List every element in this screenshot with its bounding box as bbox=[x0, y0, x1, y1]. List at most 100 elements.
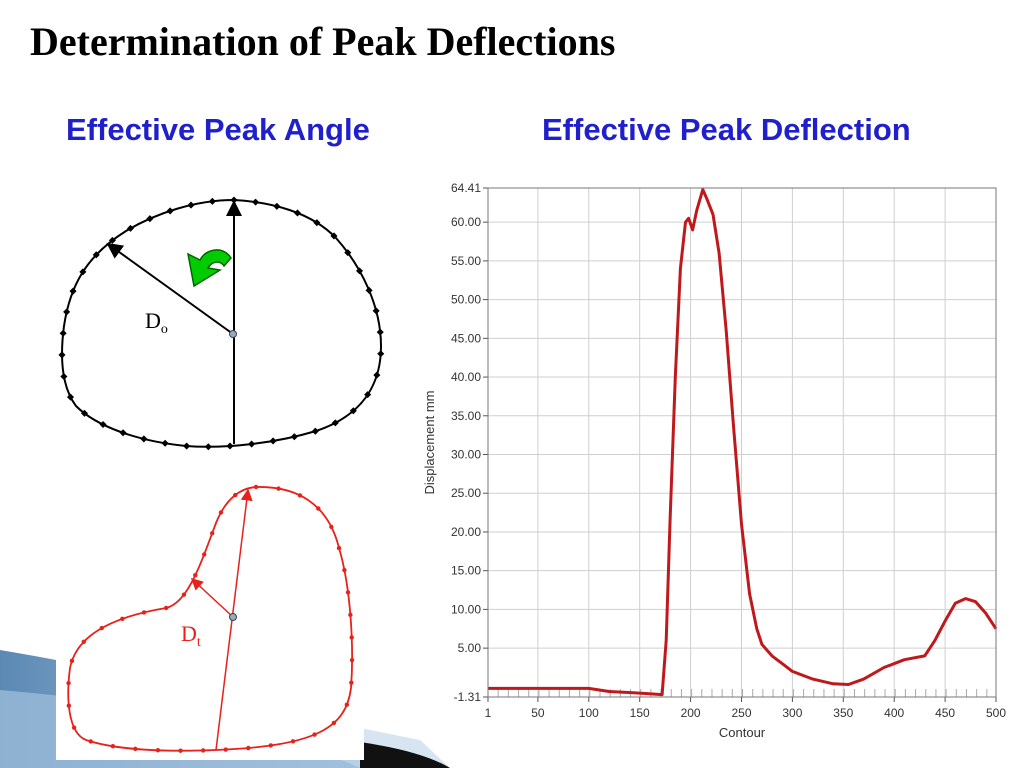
outline-node bbox=[119, 429, 127, 437]
y-tick-label: 35.00 bbox=[451, 409, 481, 423]
outline-node bbox=[226, 442, 234, 450]
original-section-diagram: Do bbox=[58, 196, 385, 451]
y-tick-label: 15.00 bbox=[451, 564, 481, 578]
svg-text:Do: Do bbox=[145, 308, 168, 337]
outline-node bbox=[376, 328, 384, 336]
outline-node bbox=[269, 437, 277, 445]
chart-grid bbox=[487, 187, 997, 698]
deformed-section-outline bbox=[67, 486, 353, 752]
deformed-radius bbox=[190, 577, 234, 618]
original-section-nodes bbox=[58, 196, 385, 451]
outline-node bbox=[209, 531, 215, 536]
outline-node bbox=[313, 219, 321, 227]
outline-node bbox=[69, 658, 75, 664]
outline-node bbox=[81, 639, 86, 644]
y-axis-ticks: -1.31 5.00 10.00 15.00 20.00 25.00 30.00 35.00 4… bbox=[451, 181, 488, 704]
outline-node bbox=[187, 201, 195, 209]
outline-node bbox=[58, 351, 66, 359]
outline-node bbox=[155, 748, 161, 753]
slide-title: Determination of Peak Deflections bbox=[30, 19, 616, 64]
outline-node bbox=[69, 287, 77, 295]
outline-node bbox=[364, 391, 372, 399]
outline-node bbox=[246, 745, 251, 751]
displacement-chart: -1.31 5.00 10.00 15.00 20.00 25.00 30.00 35.00 4… bbox=[422, 181, 1006, 740]
outline-node bbox=[183, 442, 191, 450]
outline-node bbox=[218, 510, 224, 515]
y-tick-label: -1.31 bbox=[454, 690, 482, 704]
plot-frame bbox=[487, 187, 997, 698]
y-tick-label: 60.00 bbox=[451, 215, 481, 229]
outline-node bbox=[331, 720, 337, 726]
outline-node bbox=[273, 202, 281, 210]
outline-node bbox=[348, 612, 353, 618]
original-diameter-label: D bbox=[145, 308, 161, 333]
outline-node bbox=[166, 207, 174, 215]
outline-node bbox=[365, 286, 373, 294]
outline-node bbox=[345, 590, 351, 595]
rotation-arrow-icon bbox=[186, 249, 232, 288]
outline-node bbox=[349, 680, 354, 685]
outline-node bbox=[141, 610, 147, 615]
outline-node bbox=[204, 443, 212, 451]
outline-node bbox=[311, 427, 319, 435]
outline-node bbox=[201, 552, 207, 557]
outline-node bbox=[66, 680, 71, 686]
outline-node bbox=[200, 748, 206, 753]
outline-node bbox=[120, 616, 125, 622]
x-tick-label: 200 bbox=[681, 706, 701, 720]
outline-node bbox=[342, 567, 347, 573]
outline-node bbox=[316, 506, 321, 511]
x-tick-label: 400 bbox=[884, 706, 904, 720]
outline-node bbox=[330, 232, 338, 240]
y-tick-label: 64.41 bbox=[451, 181, 481, 195]
original-diameter-subscript: o bbox=[161, 322, 168, 337]
outline-node bbox=[349, 657, 355, 663]
x-tick-label: 500 bbox=[986, 706, 1006, 720]
outline-node bbox=[293, 209, 302, 217]
outline-node bbox=[99, 420, 107, 429]
y-axis-label: Displacement mm bbox=[422, 390, 437, 494]
x-axis-ticks: 1 50 100 150 200 250 300 350 400 450 500 bbox=[485, 697, 1006, 720]
outline-node bbox=[349, 407, 357, 415]
x-tick-label: 100 bbox=[579, 706, 599, 720]
outline-node bbox=[329, 524, 334, 530]
outline-node bbox=[60, 372, 68, 381]
outline-node bbox=[373, 371, 381, 379]
outline-node bbox=[276, 486, 281, 491]
outline-node bbox=[126, 224, 135, 232]
x-tick-label: 150 bbox=[630, 706, 650, 720]
x-tick-label: 1 bbox=[485, 706, 492, 720]
outline-node bbox=[355, 267, 364, 275]
outline-node bbox=[163, 605, 169, 611]
outline-node bbox=[133, 746, 138, 752]
outline-node bbox=[108, 236, 116, 244]
outline-node bbox=[377, 350, 385, 358]
outline-node bbox=[268, 743, 273, 748]
outline-node bbox=[208, 197, 216, 205]
y-tick-label: 55.00 bbox=[451, 254, 481, 268]
outline-node bbox=[223, 747, 228, 752]
effective-peak-angle-heading: Effective Peak Angle bbox=[66, 112, 370, 147]
y-tick-label: 40.00 bbox=[451, 370, 481, 384]
outline-node bbox=[193, 573, 198, 578]
y-tick-label: 30.00 bbox=[451, 448, 481, 462]
outline-node bbox=[312, 732, 317, 737]
outline-node bbox=[88, 739, 93, 744]
effective-peak-deflection-heading: Effective Peak Deflection bbox=[542, 112, 911, 147]
deformed-diameter-label: D bbox=[181, 621, 197, 646]
x-tick-label: 350 bbox=[833, 706, 853, 720]
outline-node bbox=[372, 307, 380, 315]
outline-node bbox=[110, 744, 116, 749]
x-tick-label: 450 bbox=[935, 706, 955, 720]
x-axis-label: Contour bbox=[719, 725, 766, 740]
outline-node bbox=[331, 419, 339, 427]
deformed-section-diagram: Dt bbox=[56, 478, 364, 760]
y-tick-label: 25.00 bbox=[451, 486, 481, 500]
outline-node bbox=[336, 545, 342, 551]
outline-node bbox=[99, 625, 104, 631]
outline-node bbox=[252, 198, 260, 206]
outline-node bbox=[344, 702, 350, 707]
outline-node bbox=[344, 249, 352, 257]
outline-node bbox=[290, 739, 296, 744]
svg-text:Dt: Dt bbox=[181, 621, 201, 650]
